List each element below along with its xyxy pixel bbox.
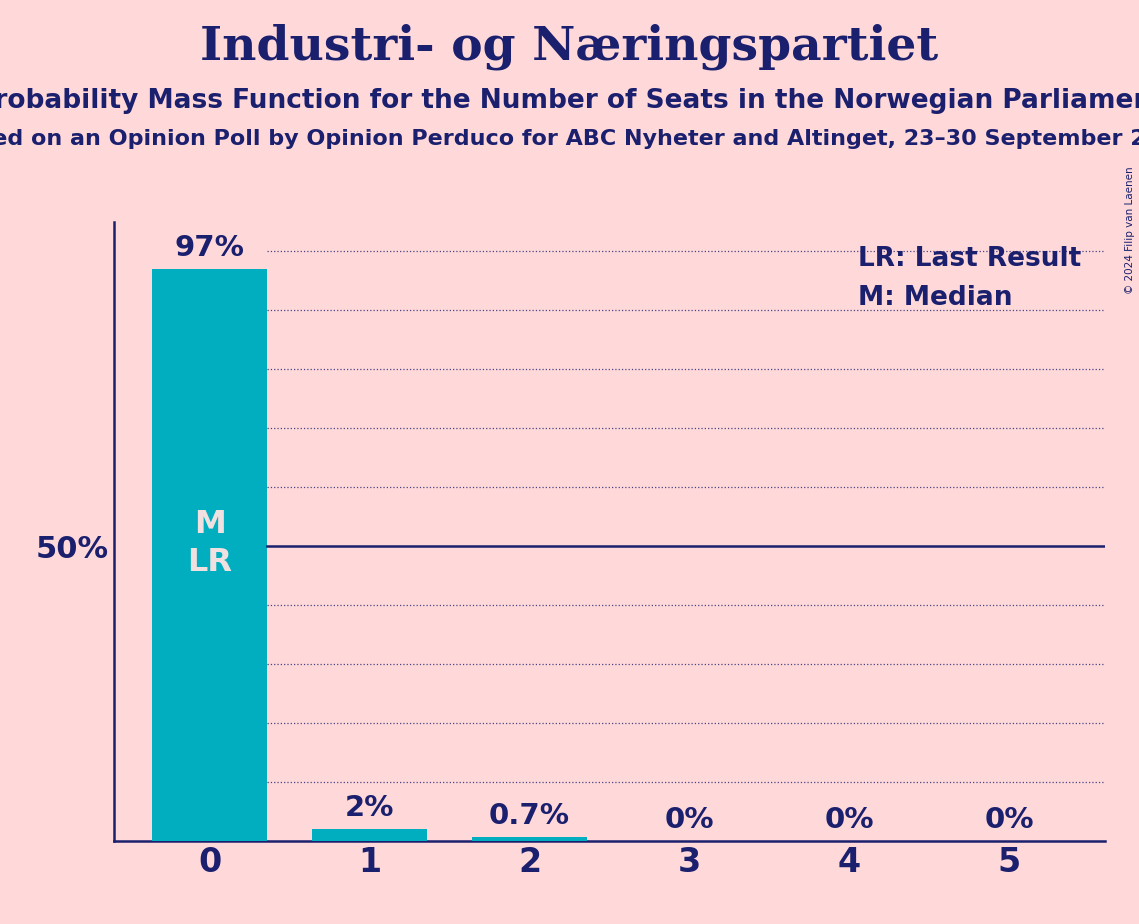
Bar [153,269,268,841]
Text: 2%: 2% [345,794,394,822]
Text: Based on an Opinion Poll by Opinion Perduco for ABC Nyheter and Altinget, 23–30 : Based on an Opinion Poll by Opinion Perd… [0,129,1139,150]
Text: M
LR: M LR [187,509,232,578]
Text: 0%: 0% [984,806,1034,833]
Text: 97%: 97% [175,234,245,261]
Legend: LR: Last Result, M: Median: LR: Last Result, M: Median [847,235,1091,322]
Text: Probability Mass Function for the Number of Seats in the Norwegian Parliament: Probability Mass Function for the Number… [0,88,1139,114]
Text: 0.7%: 0.7% [489,802,570,830]
Text: 0%: 0% [664,806,714,833]
Bar [472,837,587,841]
Text: © 2024 Filip van Laenen: © 2024 Filip van Laenen [1125,166,1134,294]
Text: 0%: 0% [825,806,874,833]
Text: Industri- og Næringspartiet: Industri- og Næringspartiet [200,23,939,69]
Bar [312,829,427,841]
